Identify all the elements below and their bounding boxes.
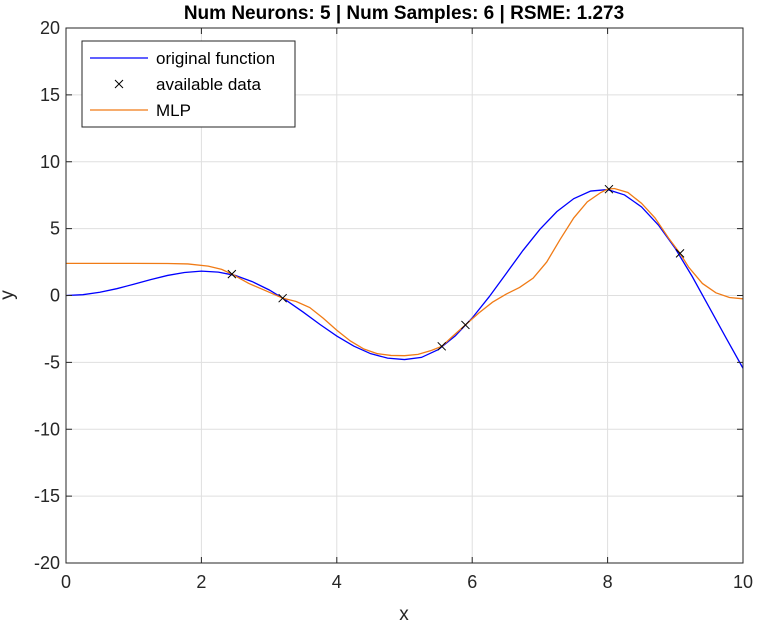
x-tick-label: 0 (61, 572, 71, 592)
x-tick-label: 4 (332, 572, 342, 592)
legend-label: original function (156, 49, 275, 68)
x-tick-label: 2 (196, 572, 206, 592)
x-tick-label: 10 (733, 572, 753, 592)
y-tick-label: -10 (34, 419, 60, 439)
legend-box (81, 40, 296, 128)
x-tick-label: 6 (467, 572, 477, 592)
y-tick-label: 20 (40, 18, 60, 38)
plot-area: 0 2 4 6 8 10 -20 -15 -10 -5 0 5 10 15 20 original funct… (34, 18, 753, 592)
legend-label: available data (156, 75, 261, 94)
x-axis-label: x (399, 604, 409, 625)
y-tick-label: 5 (50, 219, 60, 239)
legend-label: MLP (156, 101, 191, 120)
data-point-marker (461, 320, 470, 330)
x-tick-label: 8 (603, 572, 613, 592)
series-line-mlp (66, 187, 743, 357)
data-point-marker (278, 293, 287, 303)
data-point-marker (604, 184, 614, 194)
data-point-marker (675, 249, 685, 258)
legend: original function available data MLP (81, 40, 296, 128)
data-point-marker (227, 269, 237, 279)
y-tick-label: -20 (34, 553, 60, 573)
y-tick-label: 10 (40, 152, 60, 172)
legend-marker (114, 79, 124, 89)
chart-title: Num Neurons: 5 | Num Samples: 6 | RSME: … (184, 3, 624, 24)
y-tick-label: -5 (44, 352, 60, 372)
y-tick-label: -15 (34, 486, 60, 506)
y-tick-label: 15 (40, 85, 60, 105)
y-tick-label: 0 (50, 286, 60, 306)
data-point-marker (437, 341, 447, 351)
y-axis-label: y (0, 290, 18, 300)
series-line-original-function (66, 188, 743, 369)
